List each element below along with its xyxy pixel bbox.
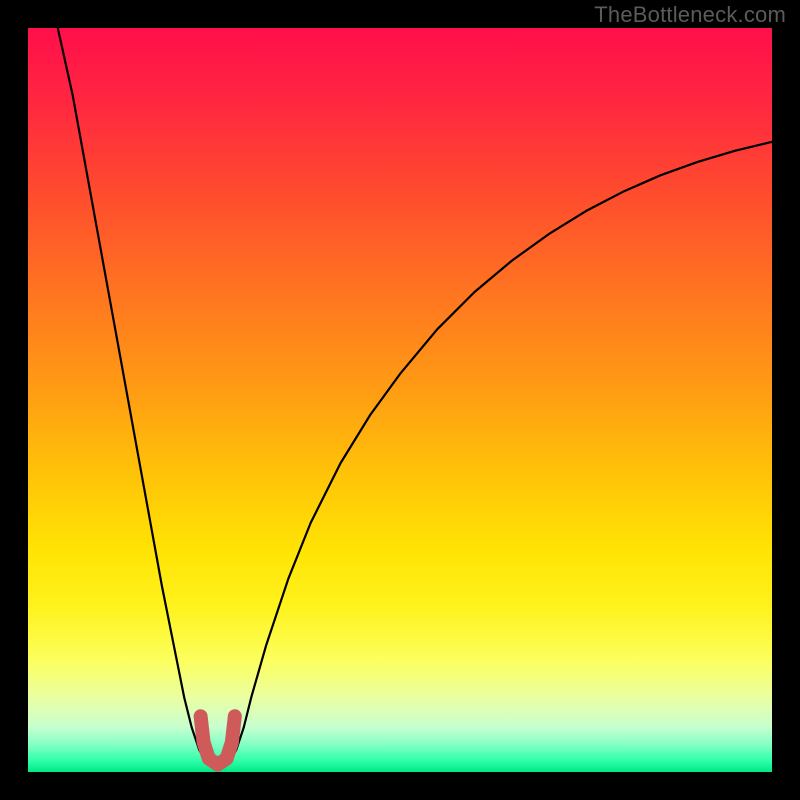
optimal-range-marker — [201, 716, 235, 764]
chart-root: TheBottleneck.com — [0, 0, 800, 800]
watermark-text: TheBottleneck.com — [594, 2, 786, 28]
bottleneck-curve — [58, 28, 772, 768]
plot-area — [28, 28, 772, 772]
curve-layer — [28, 28, 772, 772]
